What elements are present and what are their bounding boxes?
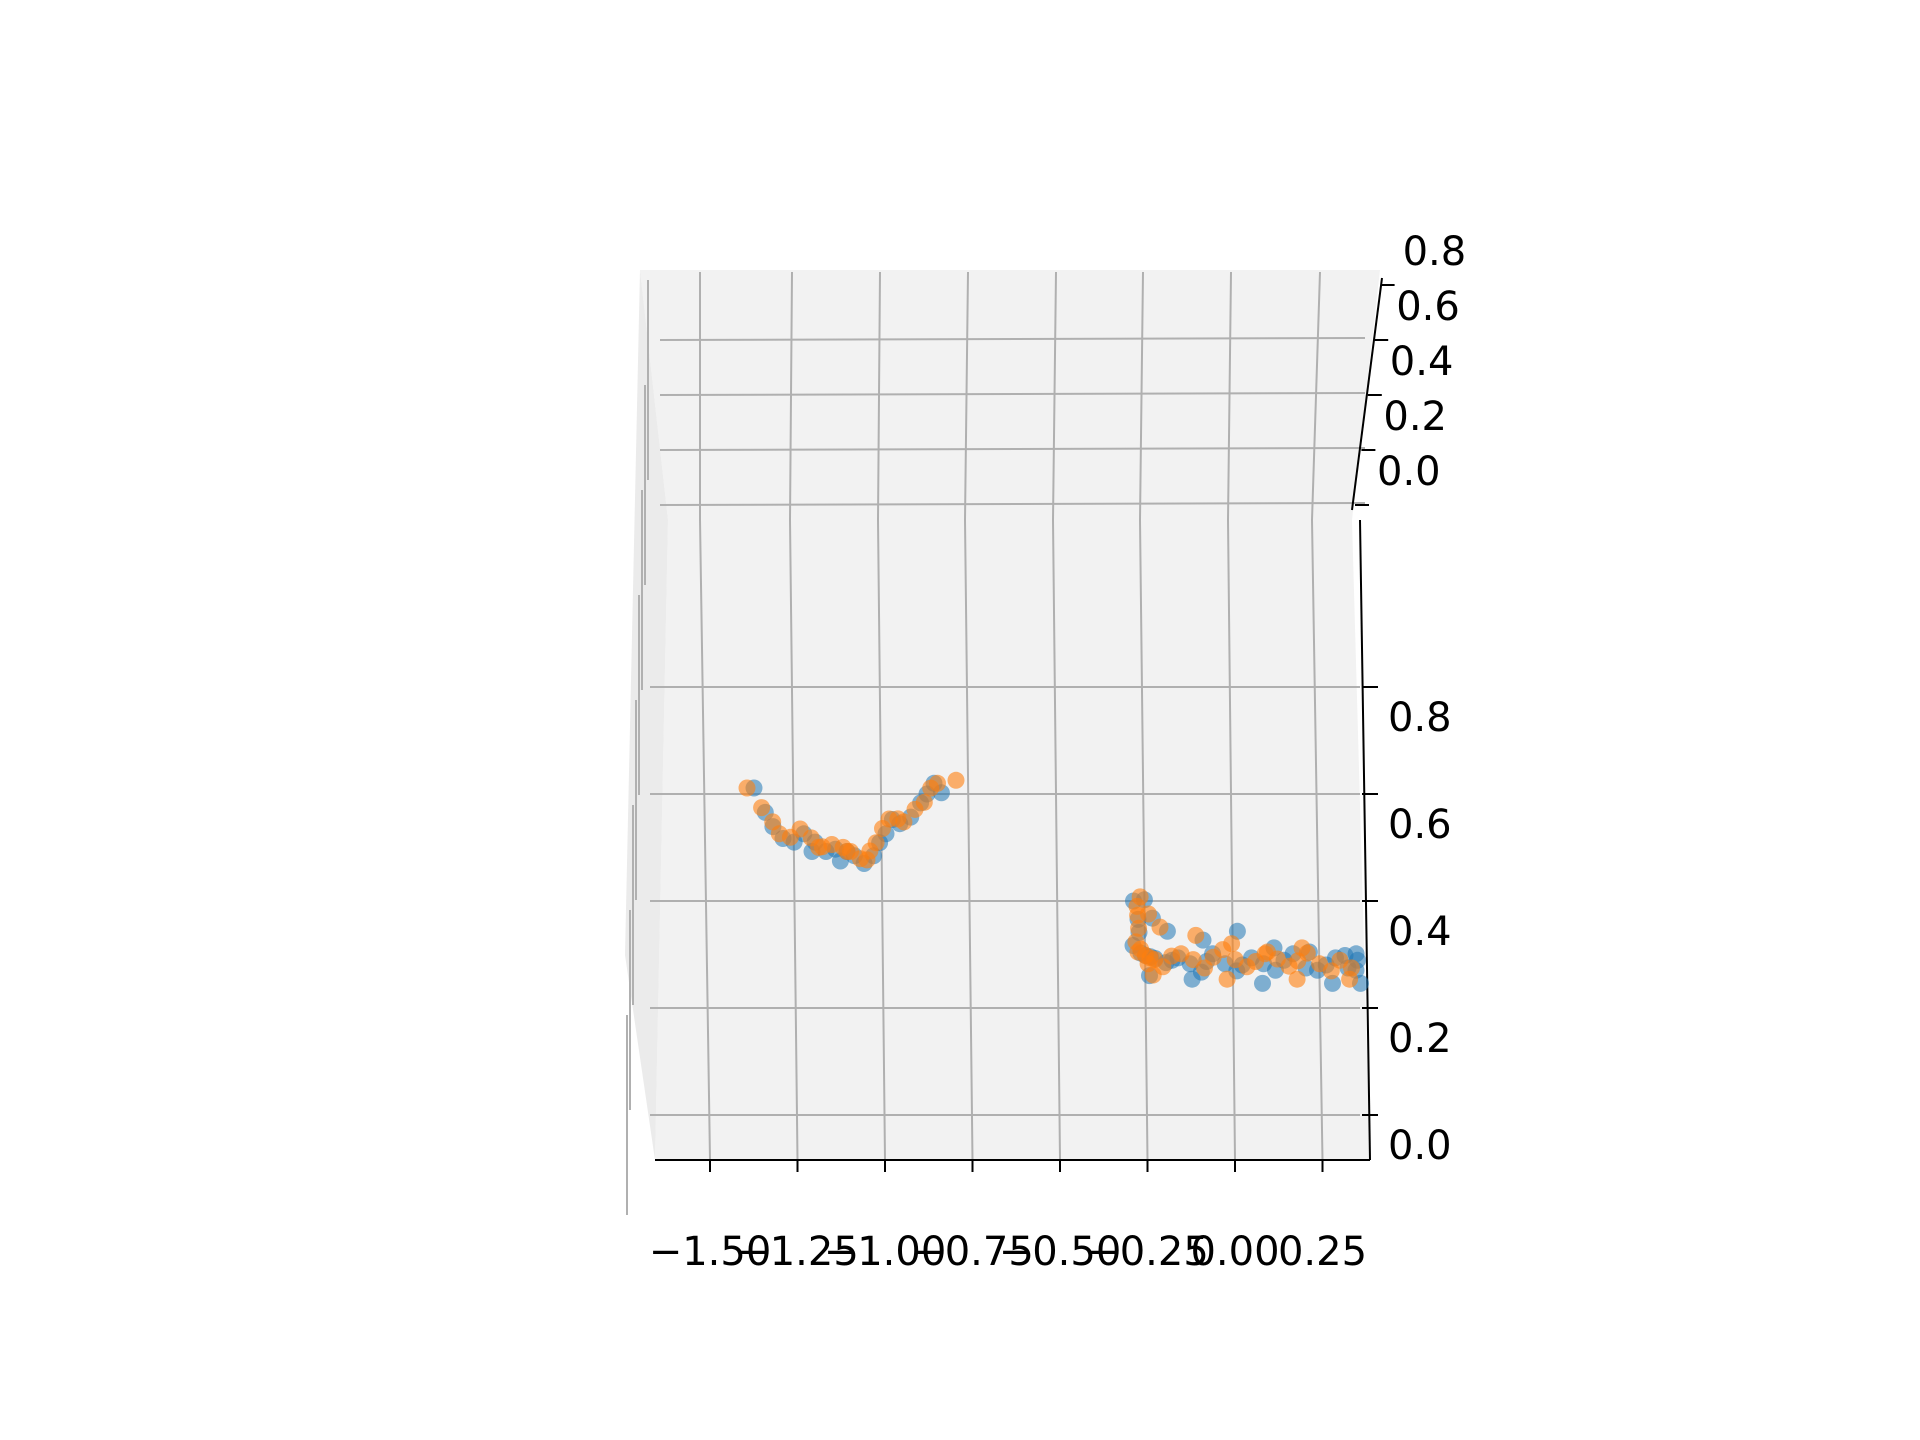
- point-series-2: [929, 774, 946, 792]
- x-tick-label: −0.50: [999, 1229, 1122, 1275]
- point-series-2: [838, 843, 856, 860]
- point-series-2: [867, 834, 885, 852]
- grid-line-x: [963, 271, 974, 1161]
- point-series-2: [1223, 935, 1241, 953]
- grid-line-x: [1051, 271, 1061, 1161]
- point-series-2: [1131, 888, 1149, 906]
- z-tick-label: 0.4: [1388, 909, 1452, 955]
- point-series-2: [1140, 905, 1157, 923]
- tick-labels: −1.50−1.25−1.00−0.75−0.50−0.250.000.25 0.…: [649, 229, 1467, 1275]
- grid-line-y: [659, 392, 1366, 396]
- x-tick-label: −1.50: [649, 1229, 772, 1275]
- grid-line-x: [876, 271, 886, 1161]
- point-series-2: [1218, 970, 1236, 988]
- point-series-2: [947, 771, 965, 789]
- z-tick-label: 0.8: [1388, 695, 1452, 741]
- grid-line-y: [659, 502, 1366, 506]
- x-tick-label: −1.25: [736, 1229, 859, 1275]
- scatter-points: [738, 771, 1369, 992]
- grid-line-y: [659, 447, 1366, 451]
- point-series-2: [1341, 970, 1359, 988]
- point-series-2: [753, 799, 771, 817]
- point-series-2: [889, 810, 907, 828]
- axis-lines: [655, 277, 1395, 1172]
- point-series-2: [738, 779, 756, 797]
- y-tick-label: 0.4: [1390, 339, 1454, 385]
- point-series-2: [915, 793, 933, 811]
- grid-line-x: [1310, 271, 1324, 1161]
- point-series-2: [1151, 918, 1169, 936]
- grid-line-y: [659, 337, 1366, 341]
- x-tick-label: −0.75: [911, 1229, 1034, 1275]
- z-axis-line: [1359, 519, 1371, 1161]
- point-series-2: [1258, 943, 1276, 961]
- side-pane: [625, 270, 668, 1160]
- point-series-2: [1288, 970, 1306, 988]
- axes-panes: [625, 270, 1380, 1160]
- grid-line-x: [699, 272, 711, 1161]
- point-series-2: [1130, 919, 1148, 937]
- y-tick-label: 0.2: [1383, 394, 1447, 440]
- x-tick-label: 0.25: [1278, 1229, 1367, 1275]
- point-series-2: [1139, 955, 1157, 973]
- point-series-2: [1129, 943, 1147, 961]
- z-tick-label: 0.6: [1388, 802, 1452, 848]
- z-tick-label: 0.0: [1388, 1123, 1452, 1169]
- y-tick-label: 0.0: [1377, 449, 1441, 495]
- x-tick-label: 0.00: [1190, 1229, 1279, 1275]
- y-tick-label: 0.6: [1396, 284, 1460, 330]
- x-tick-label: −0.25: [1086, 1229, 1209, 1275]
- x-tick-label: −1.00: [824, 1229, 947, 1275]
- y-axis-line: [1351, 277, 1383, 511]
- point-series-1: [1254, 974, 1271, 992]
- z-tick-label: 0.2: [1388, 1016, 1452, 1062]
- point-series-2: [1293, 939, 1311, 957]
- point-series-1: [1183, 970, 1201, 988]
- y-tick-label: 0.8: [1403, 229, 1467, 275]
- point-series-2: [858, 851, 876, 869]
- point-series-2: [1187, 926, 1205, 944]
- point-series-2: [810, 838, 828, 856]
- floor-pane: [655, 520, 1370, 1160]
- point-series-1: [1324, 974, 1341, 992]
- grid-line-x: [788, 271, 799, 1161]
